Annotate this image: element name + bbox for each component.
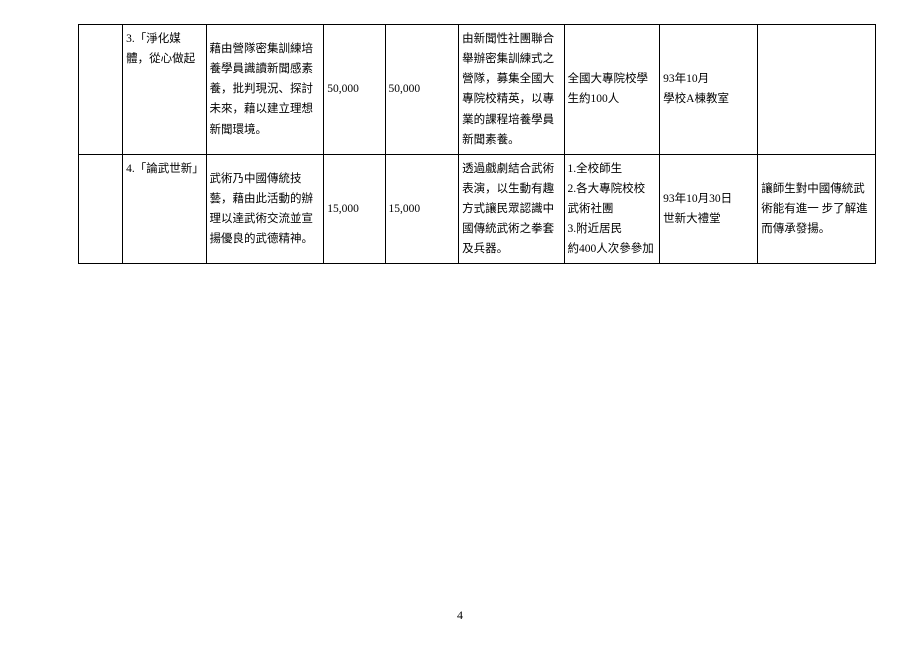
table-row: 3.「淨化媒體，從心做起 藉由營隊密集訓練培養學員識讀新聞感素養，批判現況、探討… bbox=[79, 25, 876, 155]
table-cell-title: 3.「淨化媒體，從心做起 bbox=[123, 25, 206, 155]
table-cell: 透過戲劇結合武術表演，以生動有趣方式讓民眾認識中國傳統武術之拳套及兵器。 bbox=[459, 154, 564, 264]
table-cell: 1.全校師生2.各大專院校校武術社團3.附近居民約400人次參參加 bbox=[564, 154, 660, 264]
table-cell-amount: 15,000 bbox=[385, 154, 459, 264]
table-row: 4.「論武世新」 武術乃中國傳統技藝，藉由此活動的辦理以達武術交流並宣揚優良的武… bbox=[79, 154, 876, 264]
table-cell: 93年10月學校A棟教室 bbox=[660, 25, 758, 155]
table-cell bbox=[79, 25, 123, 155]
table-cell bbox=[79, 154, 123, 264]
table-cell: 全國大專院校學生約100人 bbox=[564, 25, 660, 155]
document-table-container: 3.「淨化媒體，從心做起 藉由營隊密集訓練培養學員識讀新聞感素養，批判現況、探討… bbox=[78, 24, 876, 264]
table-cell-amount: 50,000 bbox=[385, 25, 459, 155]
page-number: 4 bbox=[0, 608, 920, 623]
table-cell-title: 4.「論武世新」 bbox=[123, 154, 206, 264]
table-cell-amount: 50,000 bbox=[324, 25, 385, 155]
table-cell: 由新聞性社團聯合舉辦密集訓練式之營隊，募集全國大專院校精英，以專業的課程培養學員… bbox=[459, 25, 564, 155]
table-cell: 藉由營隊密集訓練培養學員識讀新聞感素養，批判現況、探討未來，藉以建立理想新聞環境… bbox=[206, 25, 324, 155]
table-cell: 武術乃中國傳統技藝，藉由此活動的辦理以達武術交流並宣揚優良的武德精神。 bbox=[206, 154, 324, 264]
table-cell: 93年10月30日世新大禮堂 bbox=[660, 154, 758, 264]
table-cell bbox=[758, 25, 876, 155]
table-cell-amount: 15,000 bbox=[324, 154, 385, 264]
table-cell: 讓師生對中國傳統武術能有進一 步了解進而傳承發揚。 bbox=[758, 154, 876, 264]
document-table: 3.「淨化媒體，從心做起 藉由營隊密集訓練培養學員識讀新聞感素養，批判現況、探討… bbox=[78, 24, 876, 264]
